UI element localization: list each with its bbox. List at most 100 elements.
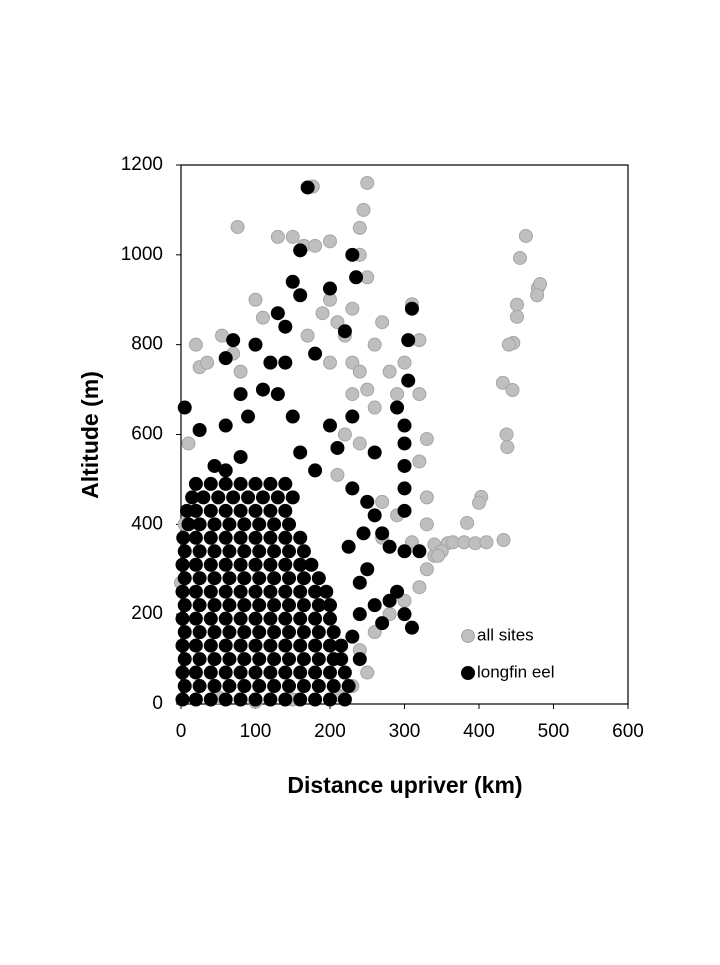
scatter-point [175, 692, 190, 707]
scatter-point [218, 463, 233, 478]
scatter-point [248, 611, 263, 626]
scatter-point [192, 423, 207, 438]
scatter-point [267, 679, 282, 694]
scatter-point [267, 571, 282, 586]
scatter-point [203, 584, 218, 599]
scatter-point [218, 692, 233, 707]
scatter-point [345, 355, 360, 370]
scatter-point [311, 571, 326, 586]
scatter-point [218, 503, 233, 518]
scatter-point [237, 679, 252, 694]
scatter-point [176, 530, 191, 545]
scatter-point [203, 530, 218, 545]
scatter-point [196, 490, 211, 505]
scatter-point [263, 503, 278, 518]
scatter-point [248, 530, 263, 545]
scatter-point [304, 557, 319, 572]
scatter-point [296, 598, 311, 613]
scatter-point [326, 679, 341, 694]
scatter-point [496, 533, 511, 548]
scatter-point [252, 571, 267, 586]
scatter-point [248, 476, 263, 491]
scatter-point [203, 638, 218, 653]
scatter-point [218, 418, 233, 433]
scatter-point [252, 625, 267, 640]
y-tick-label: 800 [131, 334, 163, 355]
scatter-point [509, 297, 524, 312]
scatter-point [397, 355, 412, 370]
scatter-point [404, 301, 419, 316]
scatter-point [278, 319, 293, 334]
scatter-point [323, 355, 337, 370]
scatter-point [278, 557, 293, 572]
scatter-point [177, 544, 192, 559]
scatter-point [375, 315, 390, 330]
scatter-point [218, 611, 233, 626]
scatter-point [282, 517, 297, 532]
scatter-point [207, 598, 222, 613]
y-tick-label: 200 [131, 603, 163, 624]
x-tick-label: 300 [389, 721, 421, 742]
scatter-point [203, 476, 218, 491]
scatter-point [330, 315, 345, 330]
scatter-point [397, 503, 412, 518]
scatter-point [252, 544, 267, 559]
scatter-point [263, 611, 278, 626]
scatter-point [323, 692, 337, 707]
scatter-point [308, 665, 323, 680]
scatter-point [177, 571, 192, 586]
scatter-point [360, 175, 375, 190]
scatter-point [255, 310, 270, 325]
scatter-point [192, 598, 207, 613]
scatter-point [177, 400, 192, 415]
scatter-point [472, 495, 486, 510]
scatter-point [218, 557, 233, 572]
scatter-point [367, 445, 382, 460]
scatter-point [237, 598, 252, 613]
scatter-point [233, 638, 248, 653]
scatter-point [263, 557, 278, 572]
scatter-point [334, 638, 349, 653]
scatter-point [345, 629, 360, 644]
scatter-point [397, 607, 412, 622]
scatter-point [263, 638, 278, 653]
scatter-point [397, 458, 412, 473]
scatter-point [278, 355, 293, 370]
plot-frame [180, 164, 629, 705]
scatter-point [323, 598, 337, 613]
scatter-point [419, 490, 434, 505]
scatter-point [188, 584, 203, 599]
scatter-point [278, 503, 293, 518]
scatter-point [222, 679, 237, 694]
scatter-point [401, 373, 416, 388]
scatter-point [530, 288, 545, 303]
scatter-point [308, 638, 323, 653]
scatter-point [390, 400, 405, 415]
scatter-point [175, 638, 190, 653]
scatter-point [296, 571, 311, 586]
y-tick-label: 1000 [121, 244, 163, 265]
scatter-point [237, 544, 252, 559]
scatter-point [352, 364, 367, 379]
scatter-point [505, 383, 520, 398]
scatter-point [270, 490, 285, 505]
scatter-point [237, 625, 252, 640]
scatter-point [419, 562, 434, 577]
scatter-point [382, 593, 397, 608]
scatter-point [203, 557, 218, 572]
scatter-point [226, 333, 241, 348]
scatter-point [263, 530, 278, 545]
scatter-point [203, 611, 218, 626]
scatter-point [230, 219, 245, 234]
scatter-point [356, 526, 371, 541]
scatter-point [177, 652, 192, 667]
scatter-point [308, 463, 323, 478]
scatter-point [360, 562, 375, 577]
scatter-point [278, 638, 293, 653]
scatter-point [308, 346, 323, 361]
scatter-point [337, 692, 352, 707]
scatter-point [367, 337, 382, 352]
scatter-point [315, 306, 330, 321]
scatter-point [233, 387, 248, 402]
